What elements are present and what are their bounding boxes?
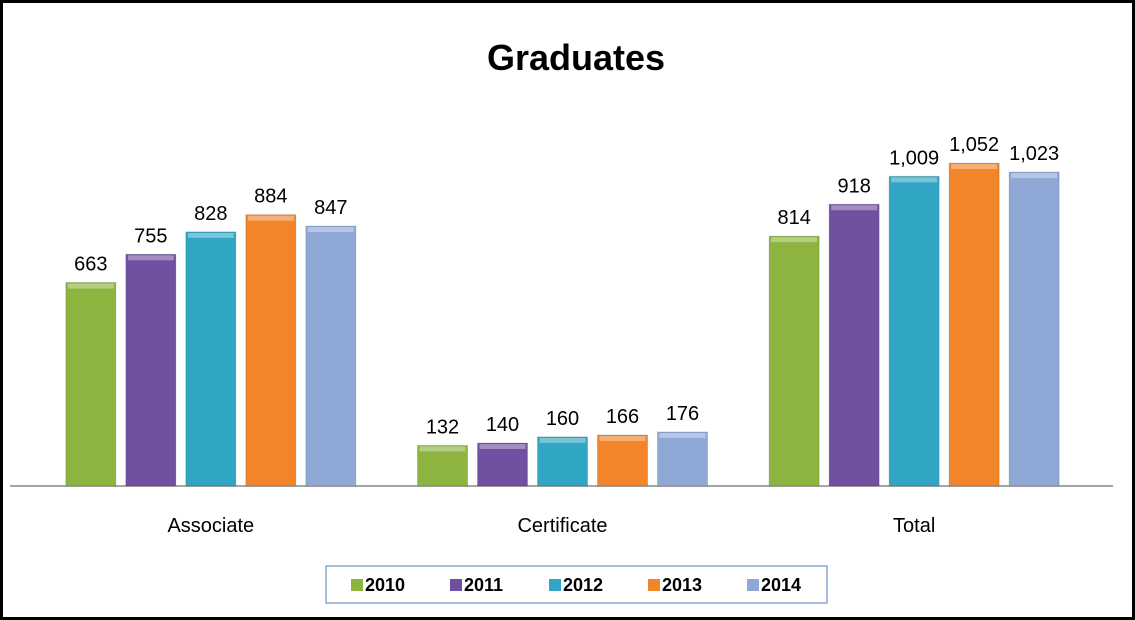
x-tick-label: Certificate: [517, 515, 607, 537]
data-label: 884: [254, 186, 287, 208]
legend-swatch: [450, 579, 462, 591]
data-label: 755: [134, 225, 167, 247]
bar-highlight: [771, 237, 818, 243]
bar-highlight: [67, 283, 114, 289]
data-label: 814: [777, 207, 810, 229]
bar: [537, 436, 588, 487]
bar: [185, 231, 237, 487]
data-label: 918: [837, 175, 870, 197]
bar: [1008, 171, 1060, 487]
bar: [657, 431, 708, 487]
data-label: 140: [486, 414, 519, 436]
legend-box: [325, 565, 828, 604]
bar: [828, 203, 880, 487]
bar-highlight: [659, 432, 706, 438]
data-label: 176: [666, 403, 699, 425]
x-tick-label: Associate: [167, 515, 254, 537]
legend-label: 2012: [563, 575, 603, 595]
bar: [65, 282, 117, 487]
legend-swatch: [351, 579, 363, 591]
bar-highlight: [127, 255, 174, 261]
data-label: 847: [314, 197, 347, 219]
bar-highlight: [307, 227, 354, 233]
bar: [125, 253, 177, 487]
data-label: 132: [426, 416, 459, 438]
legend-label: 2013: [662, 575, 702, 595]
bar-highlight: [247, 215, 294, 221]
bar: [948, 162, 1000, 487]
bar-highlight: [891, 177, 938, 183]
legend-swatch: [549, 579, 561, 591]
bar-highlight: [1011, 173, 1058, 179]
bar: [768, 235, 820, 487]
chart-title: Graduates: [487, 37, 665, 78]
legend-label: 2011: [464, 575, 503, 595]
bar-highlight: [539, 437, 586, 443]
bar-highlight: [599, 436, 646, 442]
data-label: 1,023: [1009, 143, 1059, 165]
data-label: 1,052: [949, 134, 999, 156]
bar-highlight: [419, 446, 466, 452]
legend-label: 2010: [365, 575, 405, 595]
data-label: 1,009: [889, 147, 939, 169]
bar: [305, 225, 357, 487]
bar: [245, 214, 297, 487]
legend-swatch: [648, 579, 660, 591]
bar: [597, 434, 648, 487]
bar: [888, 175, 940, 487]
bar-highlight: [831, 205, 878, 211]
bar: [417, 444, 468, 487]
bar-highlight: [479, 444, 526, 450]
legend-swatch: [747, 579, 759, 591]
data-label: 166: [606, 406, 639, 428]
bar-highlight: [951, 164, 998, 170]
data-label: 828: [194, 203, 227, 225]
data-label: 663: [74, 254, 107, 276]
x-tick-label: Total: [893, 515, 935, 537]
bar: [477, 442, 528, 487]
legend-label: 2014: [761, 575, 801, 595]
data-label: 160: [546, 408, 579, 430]
bar-highlight: [187, 232, 234, 238]
